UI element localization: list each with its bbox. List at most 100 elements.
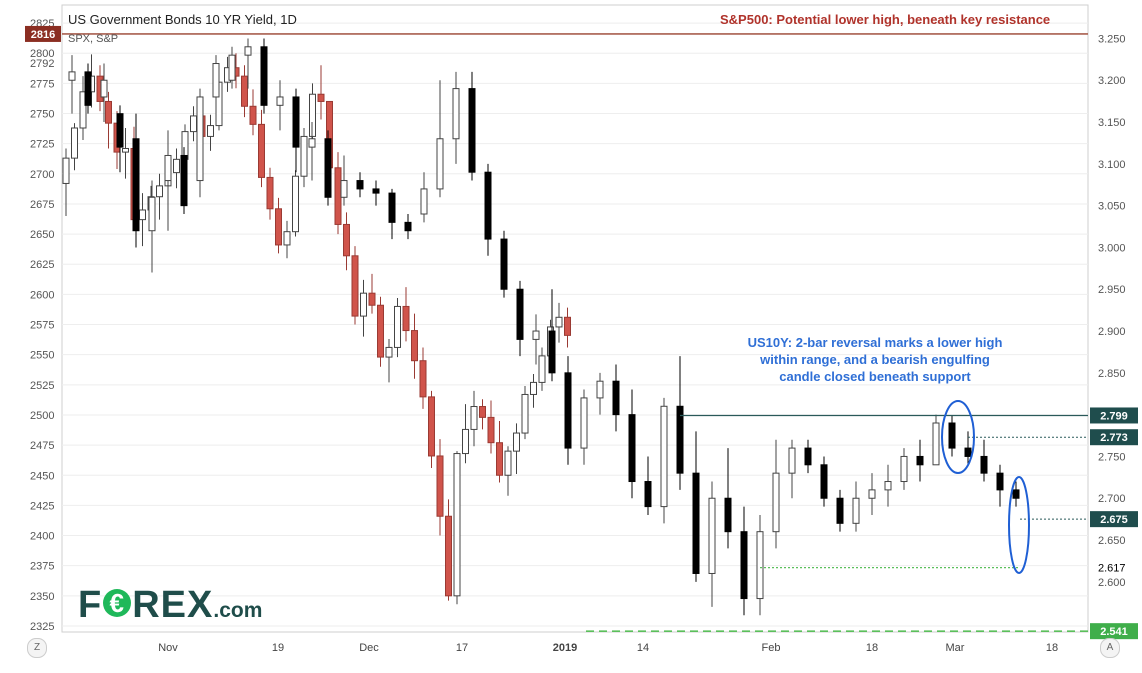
us10y-candle bbox=[196, 96, 204, 182]
us10y-candle bbox=[820, 464, 828, 499]
level-box-label: 2.675 bbox=[1100, 514, 1128, 526]
us10y-candle bbox=[308, 138, 316, 148]
us10y-candle bbox=[932, 422, 940, 466]
right-tick-label: 3.050 bbox=[1098, 201, 1126, 213]
right-tick-label: 2.750 bbox=[1098, 451, 1126, 463]
left-tick-label: 2375 bbox=[30, 561, 54, 573]
us10y-candle bbox=[260, 46, 268, 106]
left-tick-label: 2550 bbox=[30, 350, 54, 362]
spx-candle bbox=[292, 175, 299, 233]
right-tick-label: 3.250 bbox=[1098, 33, 1126, 45]
spx-candle bbox=[173, 158, 180, 174]
us10y-candle bbox=[372, 188, 380, 194]
left-tick-label: 2600 bbox=[30, 289, 54, 301]
spx-candle bbox=[487, 416, 495, 444]
level-box bbox=[1090, 407, 1138, 424]
us10y-annotation-line-3: candle closed beneath support bbox=[779, 369, 971, 384]
spx-candle bbox=[411, 330, 418, 362]
left-tick-label: 2475 bbox=[30, 440, 54, 452]
spx-candle bbox=[402, 305, 410, 332]
spx-candle bbox=[377, 304, 384, 358]
spx-candle bbox=[275, 208, 282, 246]
us10y-candle bbox=[692, 472, 700, 574]
us10y-candle bbox=[772, 472, 780, 533]
us10y-candle bbox=[756, 531, 764, 600]
us10y-candle bbox=[548, 330, 556, 374]
us10y-candle bbox=[724, 497, 732, 533]
left-tick-label: 2500 bbox=[30, 410, 54, 422]
right-tick-label: 2.700 bbox=[1098, 493, 1126, 505]
spx-candle bbox=[360, 292, 367, 317]
x-tick-label: 17 bbox=[456, 642, 468, 654]
us10y-candle bbox=[68, 71, 76, 81]
spx-candle bbox=[317, 93, 325, 102]
spx-candle bbox=[258, 123, 265, 178]
left-tick-label: 2450 bbox=[30, 470, 54, 482]
spx-candle bbox=[470, 406, 478, 430]
auto-scale-right-button[interactable]: A bbox=[1100, 638, 1120, 658]
spx-candle bbox=[105, 100, 112, 124]
auto-scale-left-button[interactable]: Z bbox=[27, 638, 47, 658]
us10y-candle bbox=[964, 447, 972, 457]
us10y-candle bbox=[900, 455, 908, 483]
us10y-candle bbox=[356, 180, 364, 190]
spx-candle bbox=[530, 381, 537, 395]
x-tick-label: 14 bbox=[637, 642, 649, 654]
spx-candle bbox=[555, 316, 563, 328]
us10y-candle bbox=[644, 481, 652, 508]
us10y-candle bbox=[324, 138, 332, 198]
chart-subtitle: SPX, S&P bbox=[68, 33, 119, 45]
spx-candle bbox=[496, 442, 503, 476]
us10y-candle bbox=[484, 171, 492, 240]
us10y-candle bbox=[788, 447, 796, 474]
spx-candle bbox=[504, 450, 512, 476]
left-tick-label: 2625 bbox=[30, 259, 54, 271]
us10y-candle bbox=[804, 447, 812, 466]
right-tick-label: 3.000 bbox=[1098, 242, 1126, 254]
x-tick-label: Dec bbox=[359, 642, 379, 654]
spx-candle bbox=[385, 346, 393, 358]
logo-letter-f: F bbox=[78, 584, 103, 626]
right-tick-label: 3.150 bbox=[1098, 117, 1126, 129]
us10y-candle bbox=[532, 330, 540, 340]
level-box-label: 2.799 bbox=[1100, 410, 1128, 422]
spx-candle bbox=[62, 157, 70, 184]
left-tick-label: 2800 bbox=[30, 48, 54, 60]
us10y-candle bbox=[388, 192, 396, 223]
spx-candle bbox=[453, 453, 461, 597]
forex-logo: F € REX.com bbox=[78, 584, 262, 627]
us10y-annotation-line-1: US10Y: 2-bar reversal marks a lower high bbox=[747, 335, 1003, 350]
level-box-label: 2.541 bbox=[1100, 626, 1128, 638]
level-box-label: 2.773 bbox=[1100, 432, 1128, 444]
right-tick-label: 3.100 bbox=[1098, 159, 1126, 171]
plot-border bbox=[61, 4, 1089, 633]
spx-candle bbox=[521, 393, 529, 434]
spx-annotation: S&P500: Potential lower high, beneath ke… bbox=[720, 12, 1051, 27]
spx-candle bbox=[394, 305, 401, 348]
spx-candle bbox=[249, 105, 257, 125]
us10y-candle bbox=[916, 455, 924, 466]
left-tick-label: 2425 bbox=[30, 500, 54, 512]
us10y-candle bbox=[468, 88, 476, 173]
us10y-candle bbox=[212, 63, 220, 98]
spx-candle bbox=[241, 75, 248, 107]
spx-candle bbox=[419, 360, 427, 398]
us10y-candle bbox=[100, 79, 108, 98]
euro-coin-icon: € bbox=[103, 589, 132, 617]
us10y-candle bbox=[148, 196, 156, 232]
logo-letters-rex: REX bbox=[132, 584, 214, 626]
spx-candle bbox=[538, 355, 546, 383]
logo-dotcom: .com bbox=[213, 599, 263, 622]
left-tick-label: 2675 bbox=[30, 199, 54, 211]
spx-level-label: 2816 bbox=[31, 29, 55, 41]
us10y-candle bbox=[996, 472, 1004, 491]
left-tick-label: 2525 bbox=[30, 380, 54, 392]
left-tick-label: 2575 bbox=[30, 320, 54, 332]
spx-candle bbox=[300, 135, 308, 177]
spx-candle bbox=[479, 406, 486, 418]
right-tick-label: 2.617 bbox=[1098, 563, 1126, 575]
us10y-candle bbox=[228, 54, 236, 81]
engulfing-ellipse bbox=[1008, 476, 1030, 574]
spx-candle bbox=[334, 167, 342, 225]
